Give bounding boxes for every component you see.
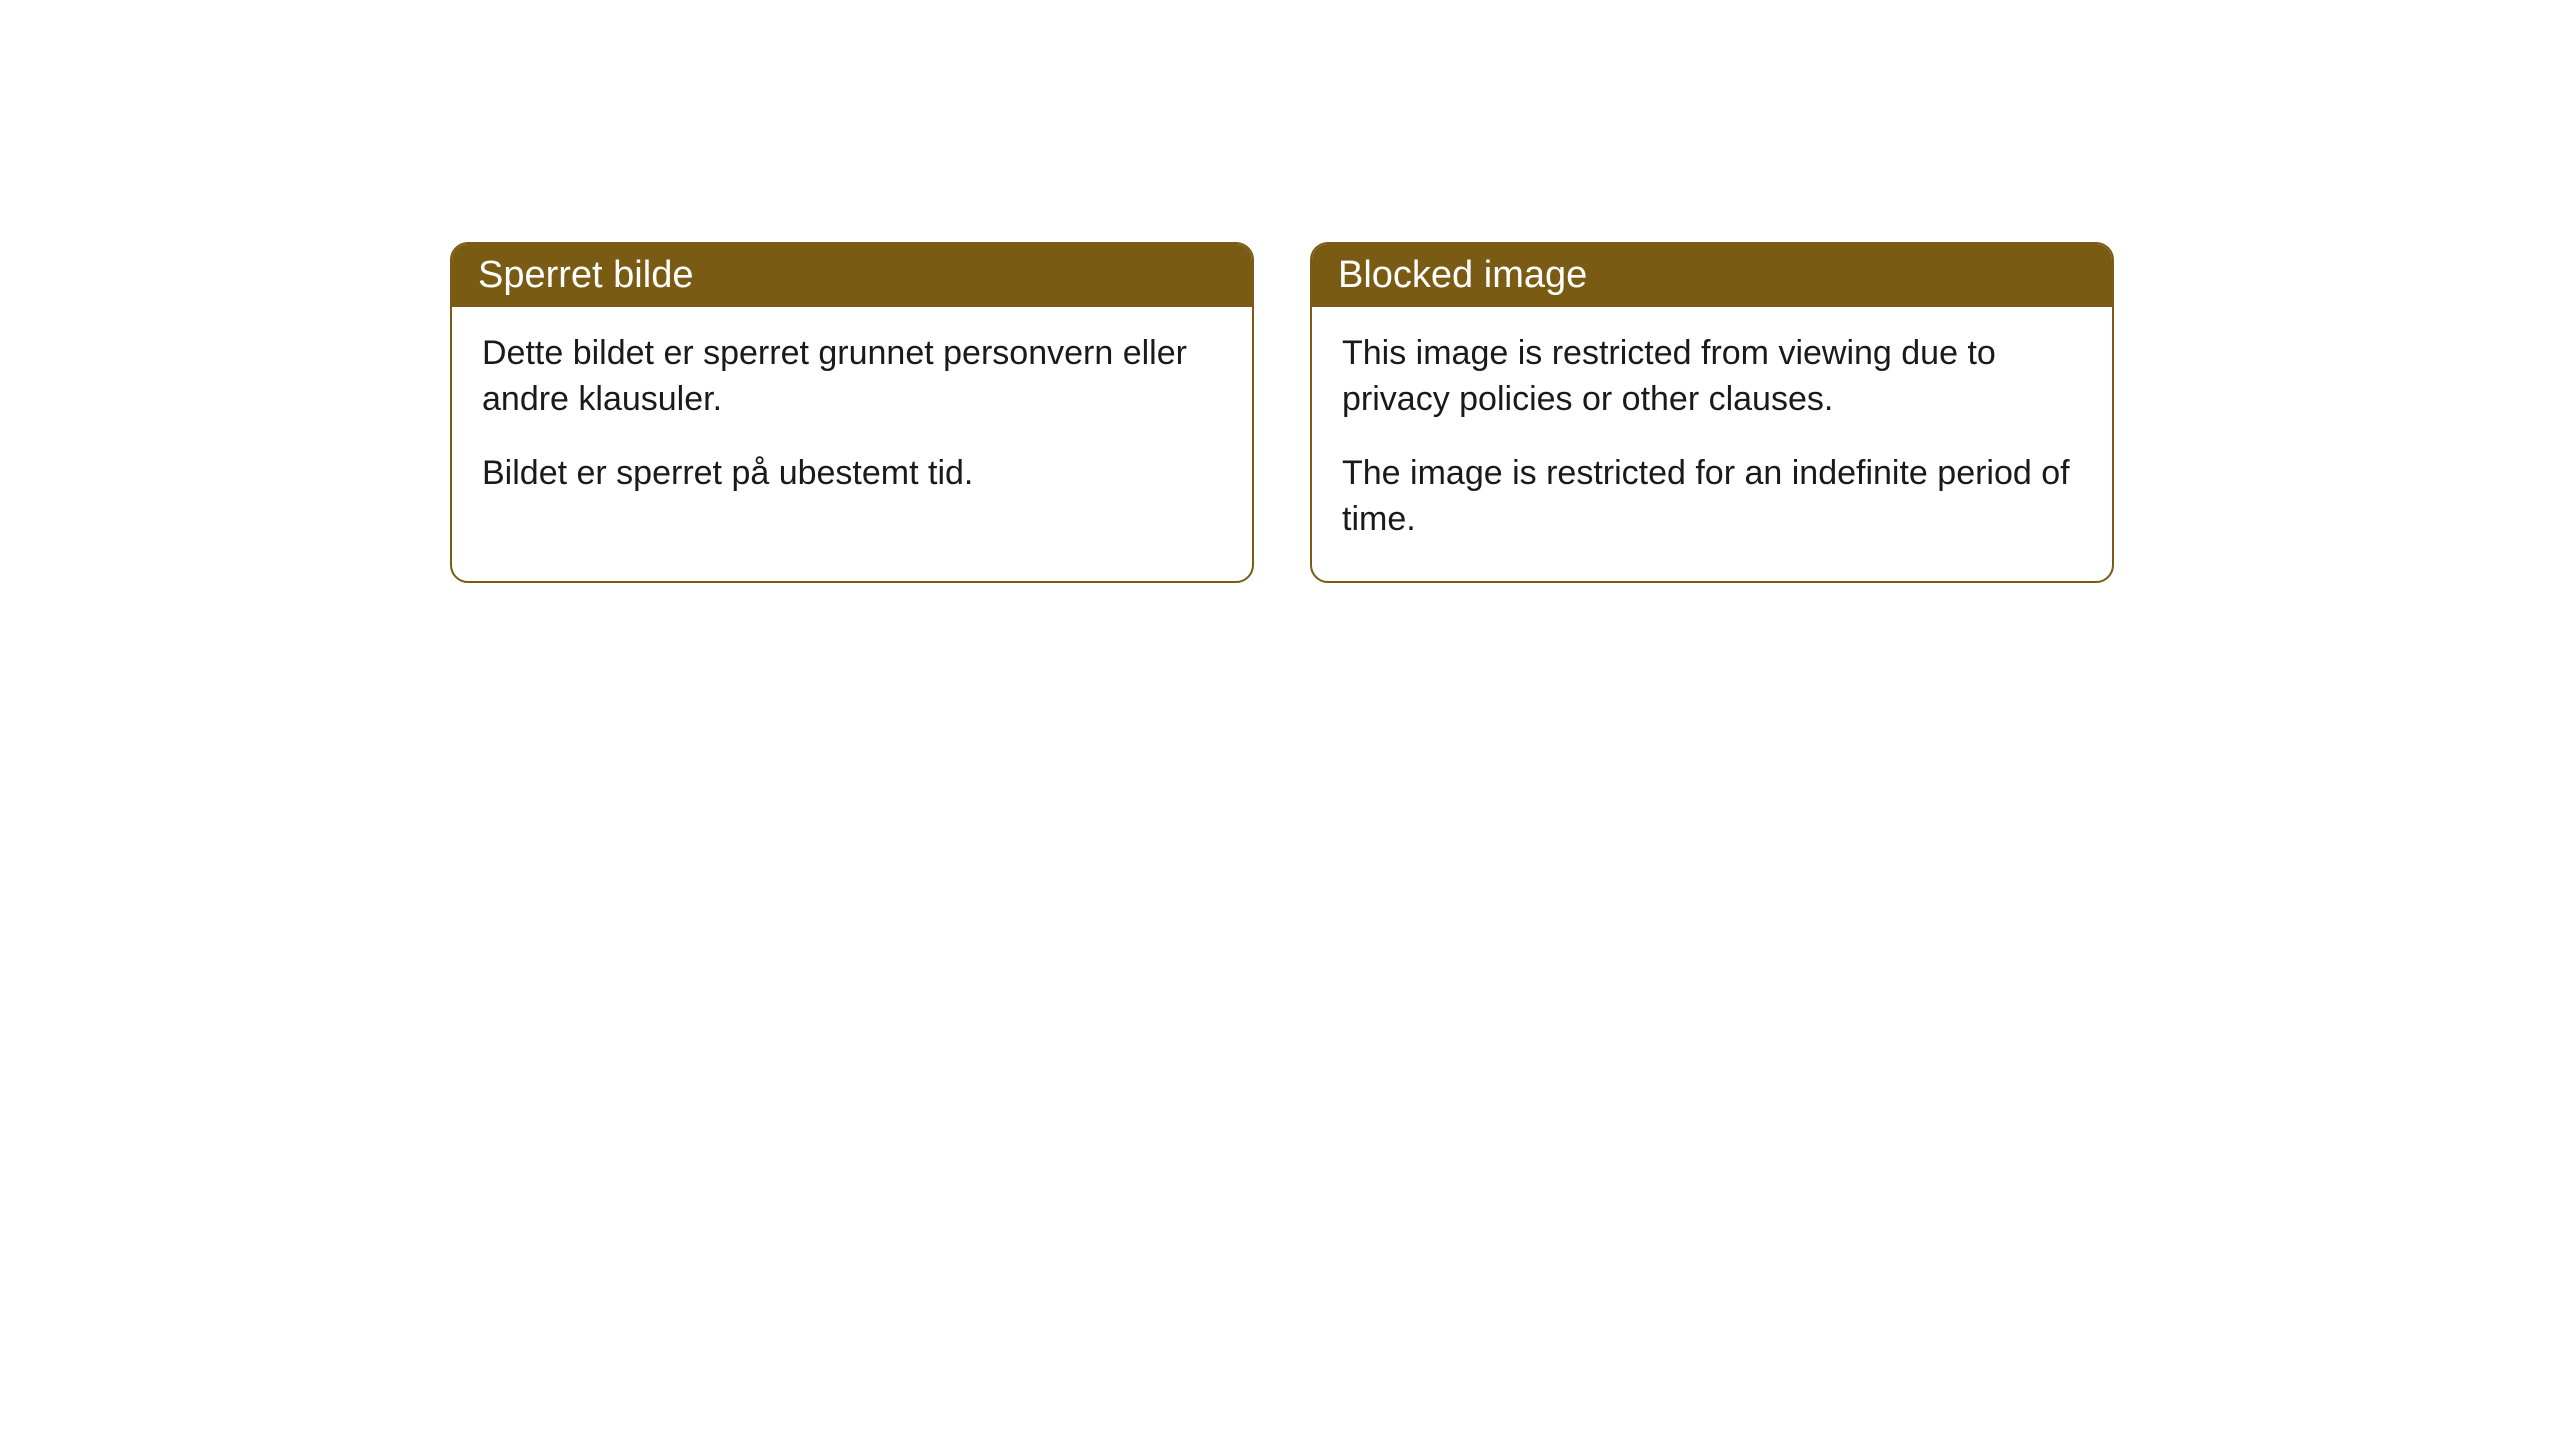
blocked-image-card-norwegian: Sperret bilde Dette bildet er sperret gr…	[450, 242, 1254, 583]
card-header: Blocked image	[1312, 244, 2112, 307]
card-title: Blocked image	[1338, 254, 1587, 296]
card-body: Dette bildet er sperret grunnet personve…	[452, 307, 1252, 535]
notice-cards-container: Sperret bilde Dette bildet er sperret gr…	[450, 242, 2114, 583]
card-body: This image is restricted from viewing du…	[1312, 307, 2112, 581]
card-paragraph-2: Bildet er sperret på ubestemt tid.	[482, 451, 1222, 497]
blocked-image-card-english: Blocked image This image is restricted f…	[1310, 242, 2114, 583]
card-paragraph-2: The image is restricted for an indefinit…	[1342, 451, 2082, 543]
card-title: Sperret bilde	[478, 254, 693, 296]
card-paragraph-1: Dette bildet er sperret grunnet personve…	[482, 331, 1222, 423]
card-header: Sperret bilde	[452, 244, 1252, 307]
card-paragraph-1: This image is restricted from viewing du…	[1342, 331, 2082, 423]
